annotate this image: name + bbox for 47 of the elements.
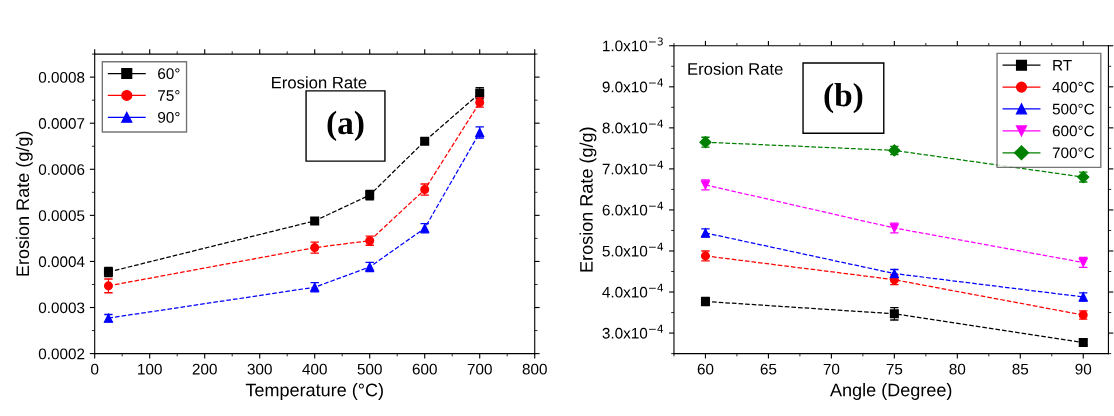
y-tick-label: 0.0004 [38, 256, 85, 268]
annotation: (a) [327, 110, 364, 142]
x-tick-label: 70 [823, 363, 840, 375]
y-tick-label: 7.0x10$^{−4}$ [602, 160, 664, 175]
legend-label: RT [1053, 60, 1072, 71]
x-tick-label: 500 [357, 363, 382, 375]
x-tick-label: 100 [138, 363, 162, 375]
y-tick-label: 0.0002 [38, 348, 85, 360]
annotation: (b) [824, 82, 863, 114]
y-tick-label: 4.0x10$^{−4}$ [602, 283, 664, 298]
legend-label: 700°C [1052, 147, 1095, 159]
x-axis-title: Angle (Degree) [830, 383, 952, 400]
annotation: Erosion Rate [688, 62, 783, 75]
x-tick-label: 0 [91, 363, 99, 375]
x-tick-label: 300 [247, 363, 272, 375]
y-tick-label: 1.0x10$^{−3}$ [603, 37, 663, 52]
y-tick-label: 3.0x10$^{−4}$ [602, 324, 664, 339]
x-tick-label: 600 [412, 363, 437, 375]
x-tick-label: 800 [522, 363, 547, 375]
x-tick-label: 400 [302, 363, 327, 375]
y-tick-label: 6.0x10$^{−4}$ [602, 201, 664, 216]
legend-label: 600°C [1052, 125, 1095, 137]
x-tick-label: 85 [1012, 363, 1029, 375]
x-tick-label: 60 [697, 363, 714, 375]
y-axis-title: Erosion Rate (g/g) [15, 131, 33, 276]
x-tick-label: 75 [886, 363, 903, 375]
legend-label: 500°C [1052, 103, 1095, 115]
legend-label: 400°C [1052, 81, 1095, 93]
y-tick-label: 5.0x10$^{−4}$ [602, 242, 664, 257]
annotation: Erosion Rate [272, 76, 367, 89]
x-tick-label: 65 [760, 363, 777, 375]
x-axis-title: Temperature (°C) [245, 383, 383, 400]
y-tick-label: 0.0006 [38, 164, 85, 175]
x-tick-label: 700 [467, 363, 492, 375]
legend-label: 60° [158, 68, 180, 80]
y-tick-label: 0.0007 [38, 118, 85, 129]
y-tick-label: 9.0x10$^{−4}$ [602, 78, 664, 93]
y-tick-label: 0.0003 [38, 302, 85, 314]
y-tick-label: 0.0005 [38, 210, 85, 222]
x-tick-label: 200 [192, 363, 217, 375]
x-tick-label: 90 [1075, 363, 1092, 375]
y-tick-label: 8.0x10$^{−4}$ [602, 119, 664, 134]
legend-label: 90° [158, 111, 180, 123]
y-tick-label: 0.0008 [38, 71, 85, 83]
x-tick-label: 80 [949, 363, 966, 375]
legend-label: 75° [158, 90, 180, 101]
y-axis-title: Erosion Rate (g/g) [579, 127, 597, 272]
